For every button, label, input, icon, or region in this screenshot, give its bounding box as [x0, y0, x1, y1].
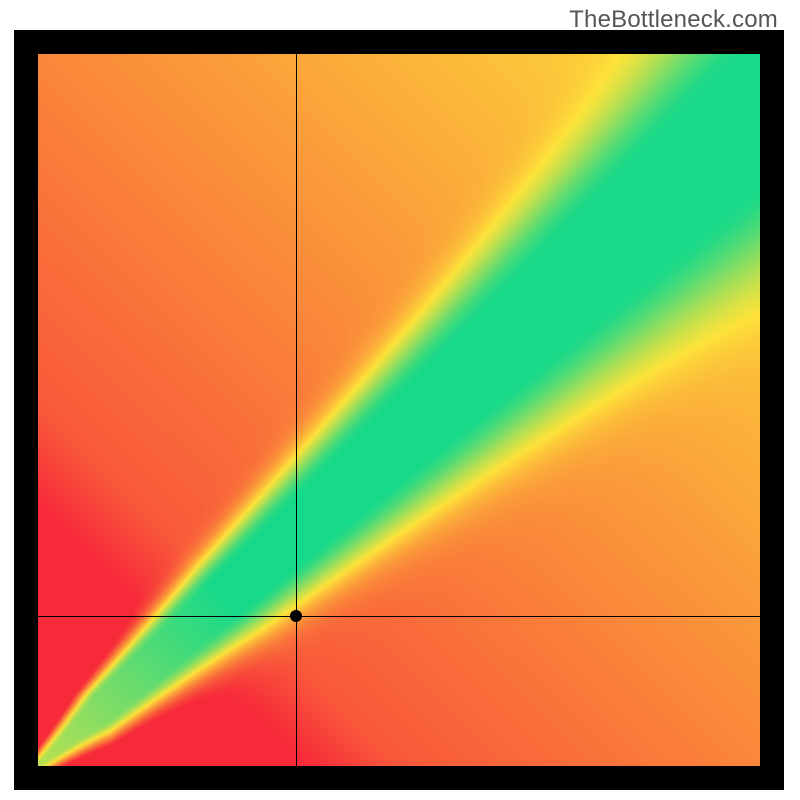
chart-container: TheBottleneck.com: [0, 0, 800, 800]
plot-frame: [14, 30, 784, 790]
crosshair-vertical: [296, 54, 298, 766]
heatmap-canvas: [38, 54, 760, 766]
watermark-text: TheBottleneck.com: [569, 6, 778, 34]
crosshair-horizontal: [38, 616, 760, 618]
heatmap-area: [38, 54, 760, 766]
